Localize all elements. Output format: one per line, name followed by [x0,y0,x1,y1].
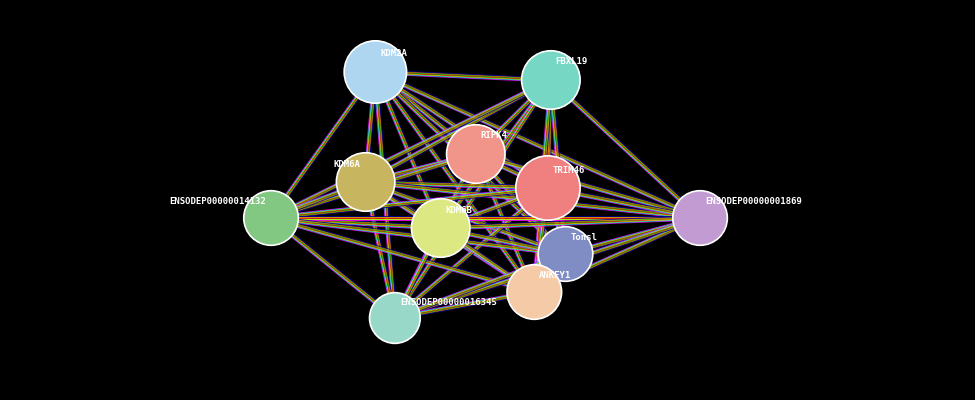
Ellipse shape [516,156,580,220]
Text: ANKFY1: ANKFY1 [539,271,571,280]
Ellipse shape [522,51,580,109]
Ellipse shape [344,41,407,103]
Ellipse shape [447,125,505,183]
Ellipse shape [538,227,593,281]
Ellipse shape [370,293,420,343]
Text: ENSODEP00000001869: ENSODEP00000001869 [705,197,801,206]
Text: KDM6A: KDM6A [333,160,361,169]
Ellipse shape [411,199,470,257]
Text: RIPK4: RIPK4 [481,131,508,140]
Text: Tonsl: Tonsl [570,233,598,242]
Text: ENSODEP00000014132: ENSODEP00000014132 [170,197,266,206]
Ellipse shape [244,191,298,245]
Ellipse shape [507,265,562,319]
Ellipse shape [673,191,727,245]
Ellipse shape [336,153,395,211]
Text: KDM6B: KDM6B [446,206,473,215]
Text: TRIM46: TRIM46 [553,166,585,175]
Text: KDM2A: KDM2A [380,49,408,58]
Text: FBXL19: FBXL19 [556,57,588,66]
Text: ENSODEP00000016345: ENSODEP00000016345 [400,298,496,307]
